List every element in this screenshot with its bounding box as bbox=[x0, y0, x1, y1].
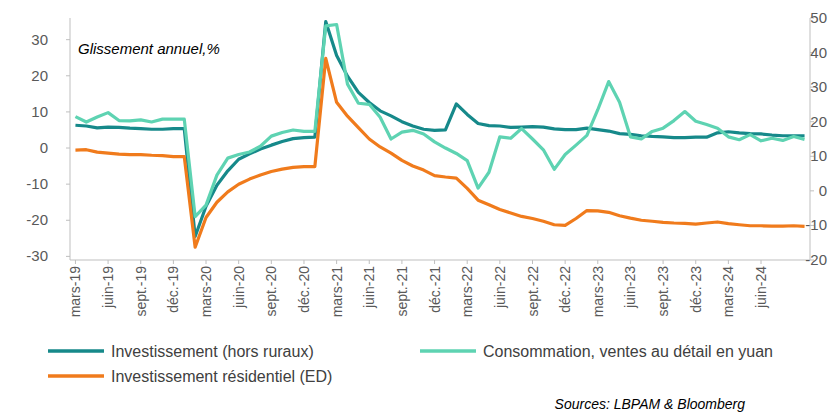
y-tick-label: -10 bbox=[26, 175, 48, 192]
x-tick bbox=[206, 260, 207, 264]
y-tick-label: 10 bbox=[31, 103, 48, 120]
x-tick-label: mars-24 bbox=[720, 266, 736, 318]
x-axis-line bbox=[70, 260, 810, 261]
x-tick-label: sept.-22 bbox=[525, 266, 541, 317]
x-tick-label: sept.-21 bbox=[394, 266, 410, 317]
series-line bbox=[75, 22, 804, 237]
y2-tick-label: 0 bbox=[819, 182, 827, 199]
x-tick bbox=[499, 260, 500, 264]
y-tick bbox=[66, 220, 70, 221]
x-tick bbox=[271, 260, 272, 264]
chart: -30 -20 -10 0 10 20 30 -20 -10 0 10 20 30 40 50 mars-19… bbox=[0, 0, 830, 416]
y-tick-label: -30 bbox=[26, 247, 48, 264]
y-tick bbox=[66, 256, 70, 257]
x-tick-label: mars-22 bbox=[459, 266, 475, 318]
y-tick bbox=[66, 75, 70, 76]
y-tick bbox=[66, 148, 70, 149]
x-tick-label: déc.-21 bbox=[427, 266, 443, 313]
y2-tick-label: -10 bbox=[805, 216, 827, 233]
x-tick-label: déc.-23 bbox=[688, 266, 704, 313]
series-line bbox=[75, 58, 804, 247]
y-tick-label: 0 bbox=[40, 139, 48, 156]
plot-area bbox=[75, 22, 804, 248]
legend-label: Consommation, ventes au détail en yuan bbox=[483, 343, 773, 360]
x-tick-label: juin-24 bbox=[753, 266, 769, 309]
x-tick-label: juin-19 bbox=[100, 266, 116, 309]
y2-tick-label: 40 bbox=[810, 44, 827, 61]
legend-swatch bbox=[420, 349, 476, 353]
legend-label: Investissement résidentiel (ED) bbox=[111, 368, 332, 385]
x-tick bbox=[108, 260, 109, 264]
x-tick bbox=[467, 260, 468, 264]
y-tick-label: -20 bbox=[26, 211, 48, 228]
x-tick-label: juin-23 bbox=[622, 266, 638, 309]
x-tick-label: juin-20 bbox=[231, 266, 247, 309]
x-tick-label: sept.-23 bbox=[655, 266, 671, 317]
x-tick-label: déc.-19 bbox=[165, 266, 181, 313]
y2-tick bbox=[810, 190, 814, 191]
legend-label: Investissement (hors ruraux) bbox=[111, 343, 314, 360]
x-tick-label: déc.-20 bbox=[296, 266, 312, 313]
x-tick bbox=[336, 260, 337, 264]
x-tick-label: déc.-22 bbox=[557, 266, 573, 313]
x-tick bbox=[140, 260, 141, 264]
legend-swatch bbox=[48, 374, 104, 378]
x-tick bbox=[728, 260, 729, 264]
y2-tick-label: 50 bbox=[810, 9, 827, 26]
x-tick-label: mars-19 bbox=[67, 266, 83, 318]
x-tick bbox=[238, 260, 239, 264]
x-tick-label: mars-23 bbox=[590, 266, 606, 318]
x-tick bbox=[630, 260, 631, 264]
x-tick bbox=[663, 260, 664, 264]
y2-tick-label: 30 bbox=[810, 78, 827, 95]
x-tick-label: mars-20 bbox=[198, 266, 214, 318]
y-tick bbox=[66, 39, 70, 40]
series-line bbox=[75, 25, 804, 217]
x-tick bbox=[303, 260, 304, 264]
x-tick-label: juin-22 bbox=[492, 266, 508, 309]
x-tick-label: sept.-19 bbox=[133, 266, 149, 317]
y2-tick-label: 20 bbox=[810, 113, 827, 130]
chart-title: Glissement annuel,% bbox=[78, 40, 220, 57]
x-tick-label: juin-21 bbox=[361, 266, 377, 309]
source-note: Sources: LBPAM & Bloomberg bbox=[555, 396, 746, 412]
y-tick-label: 20 bbox=[31, 67, 48, 84]
x-tick bbox=[761, 260, 762, 264]
y-axis-line bbox=[70, 18, 71, 260]
x-tick bbox=[695, 260, 696, 264]
x-tick bbox=[173, 260, 174, 264]
x-tick bbox=[565, 260, 566, 264]
x-tick-label: sept.-20 bbox=[263, 266, 279, 317]
y-tick-label: 30 bbox=[31, 31, 48, 48]
x-tick bbox=[369, 260, 370, 264]
y-tick bbox=[66, 111, 70, 112]
x-tick bbox=[401, 260, 402, 264]
x-tick bbox=[434, 260, 435, 264]
x-tick bbox=[532, 260, 533, 264]
y2-tick-label: -20 bbox=[805, 251, 827, 268]
x-tick bbox=[597, 260, 598, 264]
legend-swatch bbox=[48, 349, 104, 353]
y-tick bbox=[66, 184, 70, 185]
y2-tick-label: 10 bbox=[810, 147, 827, 164]
x-tick bbox=[75, 260, 76, 264]
x-tick-label: mars-21 bbox=[329, 266, 345, 318]
